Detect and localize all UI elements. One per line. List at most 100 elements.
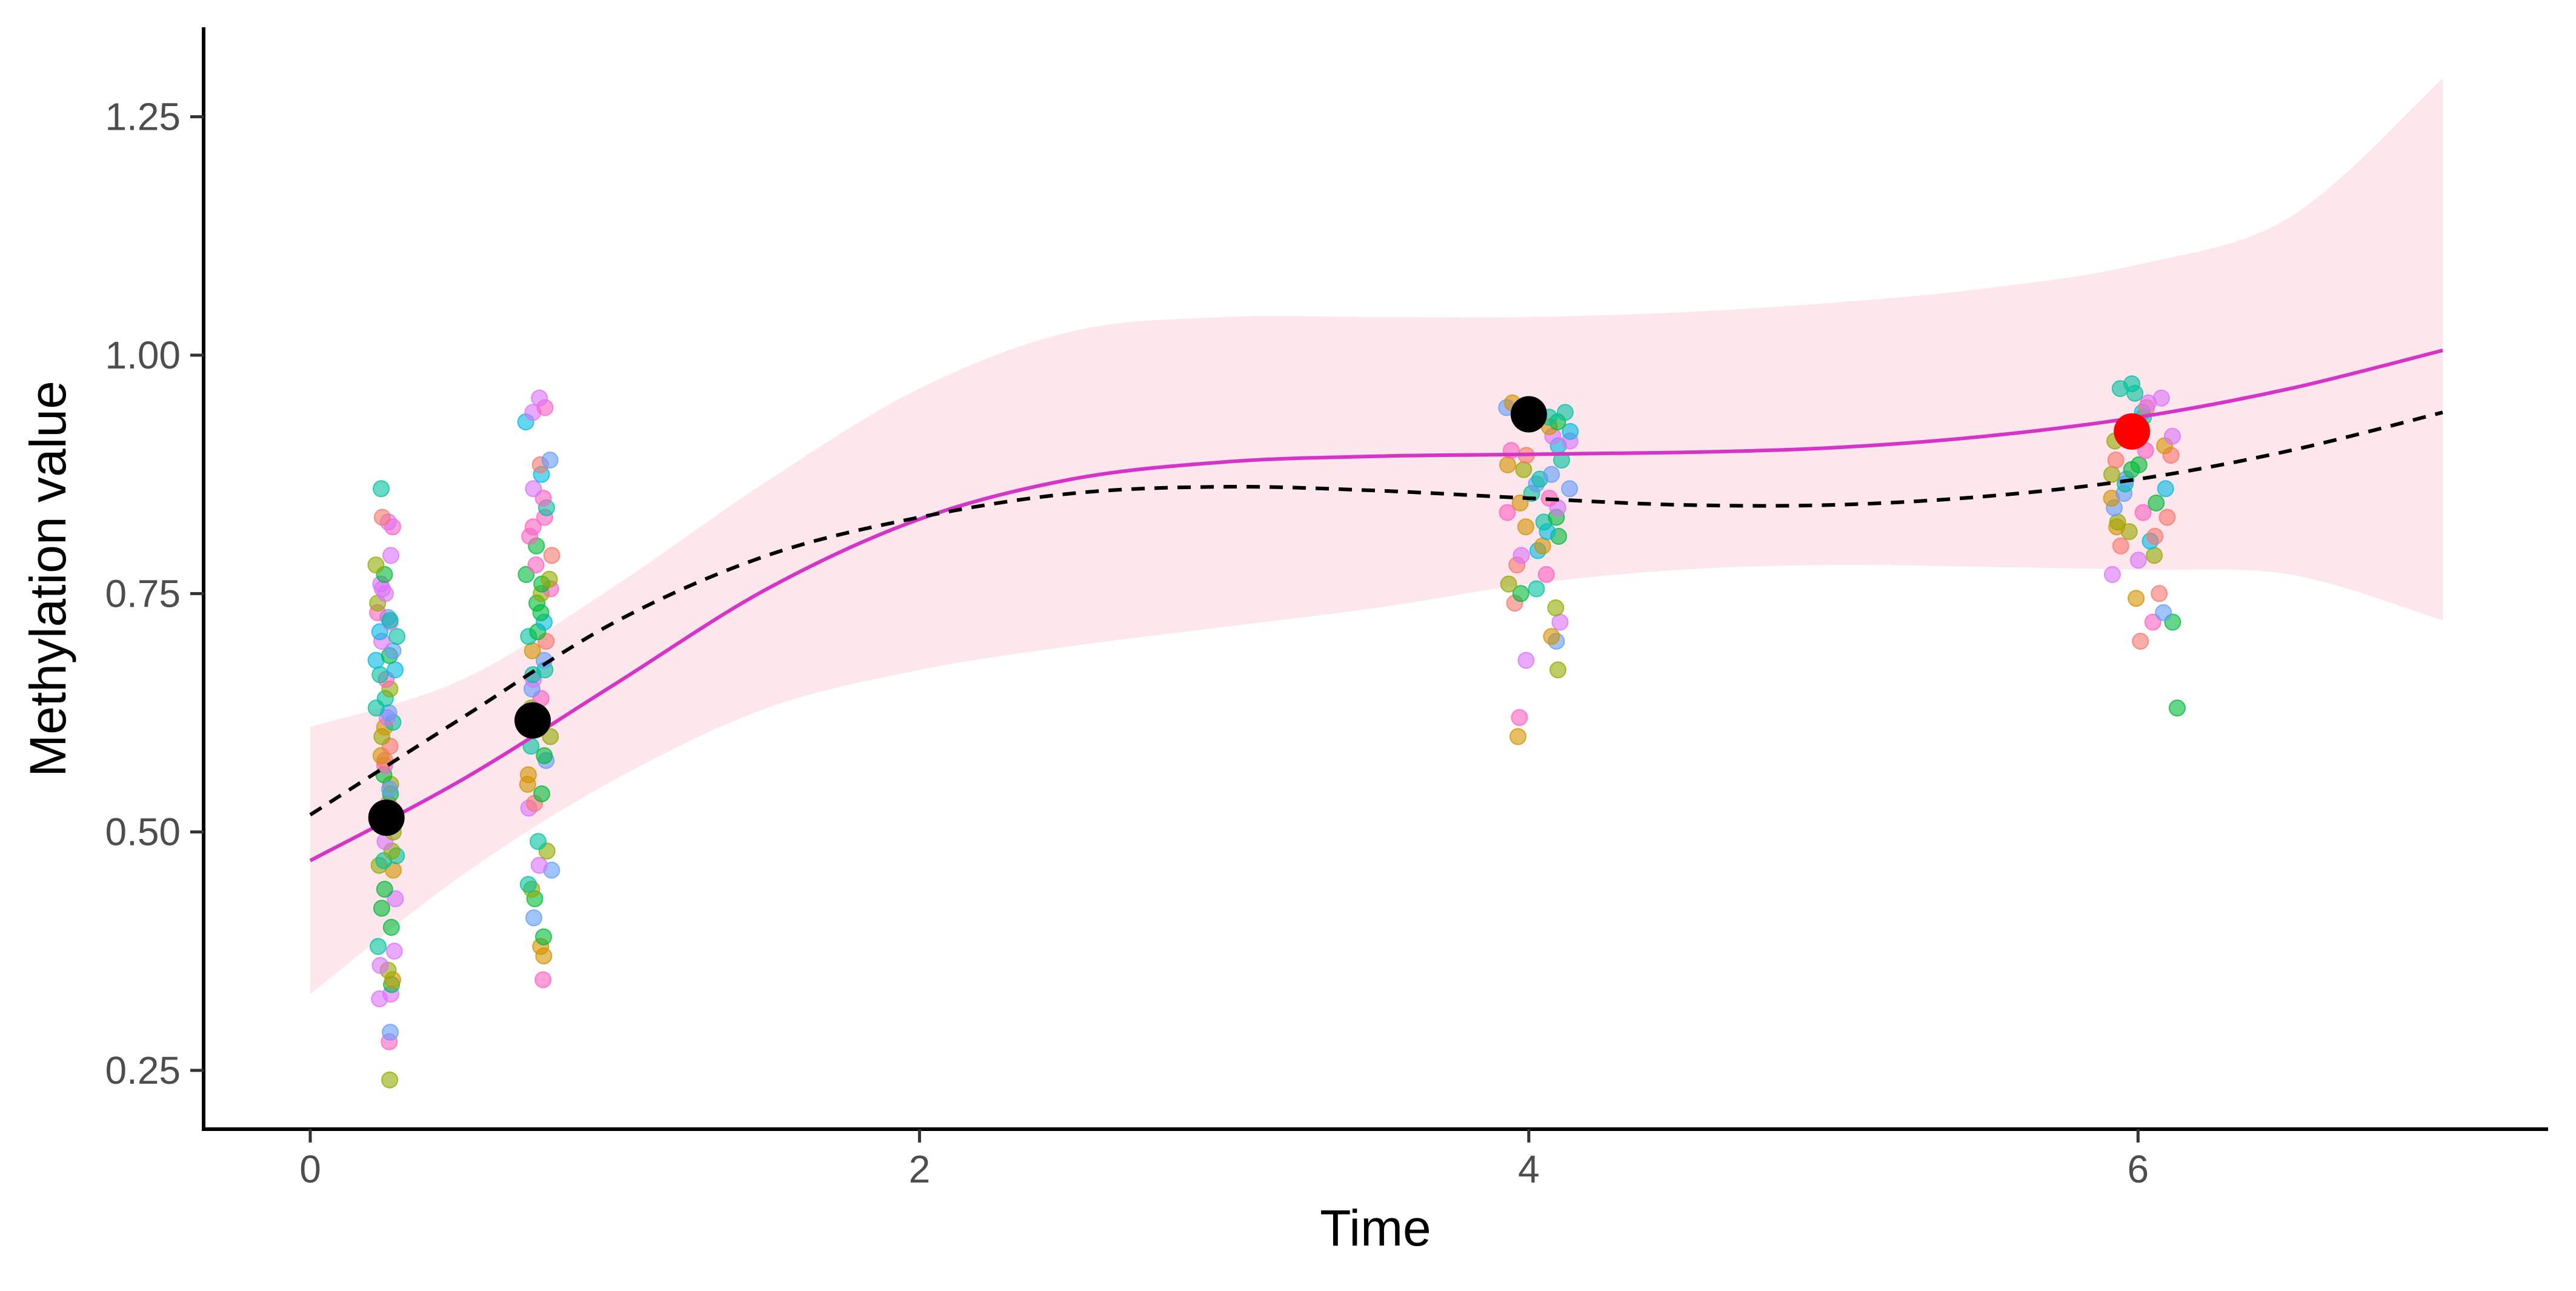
group-mean-point: [368, 799, 405, 836]
jitter-point: [1537, 565, 1555, 583]
jitter-point: [2148, 494, 2165, 512]
jitter-point: [376, 881, 393, 898]
x-tick-label: 2: [909, 1147, 931, 1191]
jitter-point: [1562, 422, 1579, 440]
jitter-point: [542, 728, 559, 746]
jitter-point: [382, 1024, 399, 1041]
jitter-point: [2151, 585, 2168, 602]
jitter-point: [1517, 652, 1535, 669]
jitter-point: [530, 833, 547, 850]
jitter-point: [367, 556, 385, 574]
jitter-point: [533, 785, 550, 802]
jitter-point: [387, 661, 404, 679]
axes-layer: 0 2 4 6 0.25 0.50 0.75 1.00 1.25: [105, 27, 2548, 1191]
jitter-point: [373, 480, 390, 498]
confidence-band-layer: [310, 78, 2443, 995]
y-tick-label: 0.50: [105, 810, 181, 854]
jitter-point: [2103, 565, 2121, 583]
highlighted-mean-point: [2114, 413, 2151, 450]
x-tick-label: 0: [299, 1147, 321, 1191]
jitter-point: [2103, 465, 2120, 483]
jitter-point: [373, 899, 390, 917]
jitter-point: [2128, 590, 2145, 607]
x-tick-label: 4: [1518, 1147, 1540, 1191]
fit-curve-line: [309, 349, 2443, 862]
x-axis-title: Time: [1320, 1199, 1431, 1256]
jitter-point: [382, 547, 399, 564]
jitter-point: [2146, 547, 2163, 564]
jitter-point: [1543, 628, 1560, 646]
jitter-point: [2158, 509, 2176, 526]
jitter-point: [2129, 552, 2147, 569]
jitter-point: [541, 452, 559, 469]
jitter-point: [1511, 709, 1528, 726]
jitter-point: [2155, 604, 2172, 621]
jitter-point: [381, 612, 399, 629]
jitter-point: [1499, 504, 1516, 521]
dashed-curve-line: [309, 410, 2443, 816]
jitter-point: [1543, 465, 1560, 483]
jitter-point: [525, 909, 542, 927]
jitter-point: [1547, 599, 1565, 616]
group-mean-point: [1510, 396, 1547, 433]
jitter-point: [2134, 504, 2152, 521]
jitter-point: [2168, 699, 2186, 717]
jitter-point: [530, 856, 548, 874]
jitter-point: [371, 666, 389, 684]
jitter-point: [1515, 461, 1533, 478]
jitter-point: [531, 389, 548, 407]
jitter-point: [1517, 518, 1534, 536]
jitter-point: [519, 876, 537, 893]
jitter-point: [2123, 375, 2140, 393]
jitter-point: [381, 1071, 399, 1089]
y-axis-title: Methylation value: [19, 381, 76, 777]
jitter-point: [527, 556, 545, 574]
jitter-point: [2130, 456, 2148, 473]
jitter-point: [2157, 480, 2174, 498]
jitter-point: [385, 942, 403, 960]
jitter-point: [1556, 404, 1574, 421]
x-tick-label: 6: [2127, 1147, 2149, 1191]
jitter-point: [382, 919, 400, 936]
jitter-point: [2163, 427, 2181, 445]
jitter-point: [1512, 585, 1529, 602]
jitter-point: [381, 780, 398, 798]
jitter-point: [1534, 537, 1551, 555]
jitter-point: [387, 890, 404, 907]
jitter-point: [2146, 527, 2164, 545]
jitter-point: [543, 547, 561, 564]
jitter-point: [2112, 537, 2129, 555]
y-tick-label: 1.00: [105, 333, 181, 377]
jitter-point: [2152, 389, 2170, 407]
group-mean-point: [514, 702, 551, 739]
fit-curve-layer: [309, 349, 2443, 862]
jitter-point: [2107, 452, 2125, 469]
jitter-point: [371, 623, 388, 641]
jitter-point: [1549, 661, 1566, 679]
jitter-point: [1561, 480, 1579, 498]
y-tick-label: 0.25: [105, 1049, 181, 1092]
dashed-curve-layer: [309, 410, 2443, 816]
jitter-point: [1499, 456, 1516, 473]
group-means-layer: [368, 396, 2151, 836]
jitter-point: [535, 928, 552, 946]
jitter-point: [541, 570, 558, 588]
y-tick-label: 1.25: [105, 95, 181, 139]
jitter-point: [2109, 513, 2126, 531]
jitter-point: [1509, 728, 1526, 746]
jitter-point: [1551, 613, 1569, 631]
jitter-point: [370, 938, 387, 955]
y-tick-label: 0.75: [105, 572, 181, 615]
jitter-point: [1528, 580, 1545, 598]
jitter-point: [373, 509, 391, 526]
jitter-point: [1500, 575, 1517, 593]
jitter-point: [388, 628, 406, 646]
jitter-point: [524, 642, 541, 659]
jitter-point: [2132, 633, 2149, 650]
jitter-point: [525, 480, 542, 498]
jitter-point: [371, 956, 389, 974]
jitter-point: [524, 518, 542, 536]
jitter-point: [534, 971, 552, 989]
